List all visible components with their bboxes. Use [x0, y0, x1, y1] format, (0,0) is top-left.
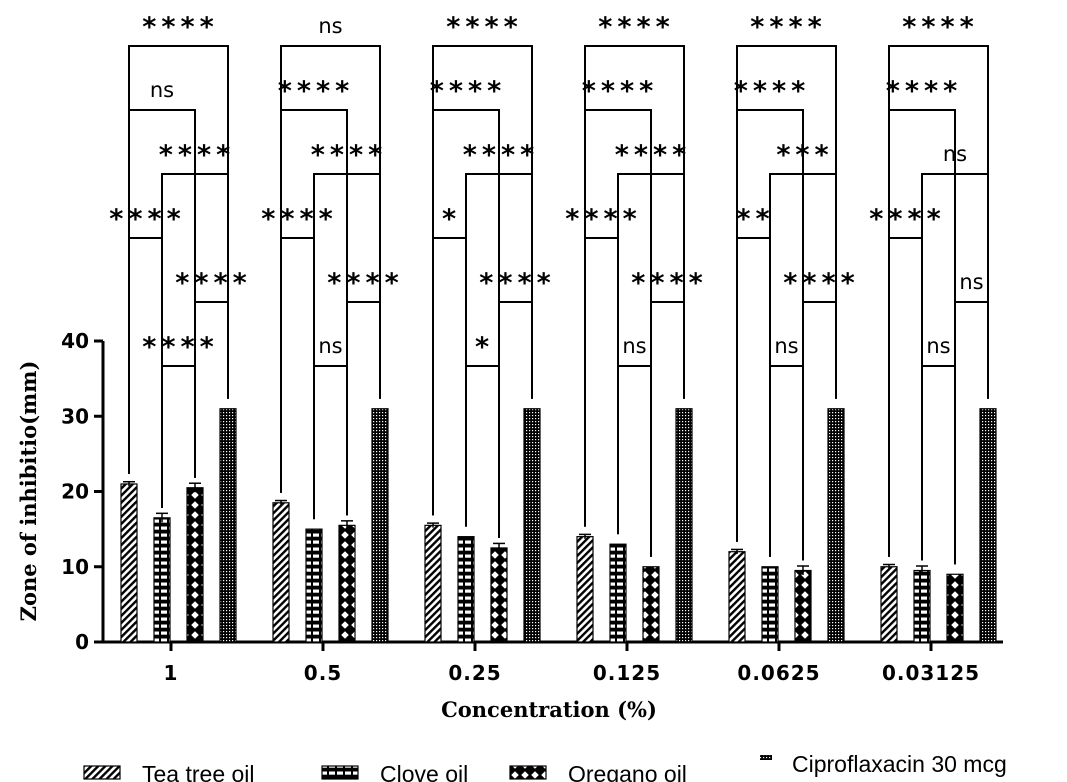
y-tick-label: 0: [75, 630, 89, 654]
legend-label: Ciproflaxacin 30 mcg: [792, 751, 1007, 777]
significance-label: ****: [446, 12, 522, 43]
legend-swatch: [321, 765, 359, 780]
significance-label: ****: [734, 76, 810, 107]
legend: Tea tree oil Clove oil Oregano oil Ciprofla…: [83, 751, 1007, 782]
significance-label: ****: [463, 140, 539, 171]
legend-swatch: [509, 765, 547, 780]
significance-label: ****: [750, 12, 826, 43]
bar: [219, 408, 237, 643]
x-axis-title: Concentration (%): [441, 697, 657, 722]
significance-label: ****: [902, 12, 978, 43]
bar: [880, 566, 898, 643]
x-tick-label: 0.0625: [737, 661, 820, 685]
significance-bracket: [769, 365, 804, 561]
significance-bracket: [128, 237, 163, 508]
bar: [153, 517, 171, 643]
bar: [609, 543, 627, 643]
significance-bracket: [432, 237, 467, 527]
bar: [675, 408, 693, 643]
bar: [272, 502, 290, 643]
significance-bracket: [313, 365, 348, 520]
legend-swatch: [83, 765, 121, 780]
significance-bracket: [617, 365, 652, 557]
significance-label: ***: [776, 140, 833, 171]
legend-label: Tea tree oil: [142, 761, 255, 782]
significance-label: ns: [318, 334, 342, 358]
significance-label: *: [475, 332, 494, 363]
significance-label: ns: [774, 334, 798, 358]
x-tick-label: 0.5: [304, 661, 342, 685]
bar: [457, 536, 475, 643]
legend-label: Oregano oil: [568, 761, 687, 782]
bar: [913, 569, 931, 643]
y-tick-label: 40: [61, 329, 89, 353]
bar: [371, 408, 389, 643]
bar: [794, 569, 812, 643]
significance-label: ****: [615, 140, 691, 171]
bar: [338, 524, 356, 643]
significance-label: ****: [430, 76, 506, 107]
significance-label: ns: [150, 78, 174, 102]
significance-brackets: **** ns **** **** **** ****ns **** **** **** ****…: [109, 12, 989, 565]
significance-label: ns: [622, 334, 646, 358]
bar: [642, 566, 660, 643]
x-tick-label: 0.25: [448, 661, 501, 685]
significance-label: ****: [109, 204, 185, 235]
significance-label: ****: [278, 76, 354, 107]
y-tick-label: 20: [61, 480, 89, 504]
significance-label: ****: [261, 204, 337, 235]
significance-label: ****: [311, 140, 387, 171]
legend-label: Clove oil: [380, 761, 468, 782]
significance-bracket: [280, 237, 315, 520]
significance-label: ns: [959, 270, 983, 294]
significance-bracket: [888, 237, 923, 561]
bar: [827, 408, 845, 643]
bar: [946, 573, 964, 643]
significance-label: ****: [869, 204, 945, 235]
significance-bracket: [921, 365, 956, 565]
significance-label: ****: [159, 140, 235, 171]
bar: [490, 547, 508, 643]
bar: [523, 408, 541, 643]
bar: [120, 483, 138, 643]
significance-label: ****: [142, 332, 218, 363]
significance-label: ns: [943, 142, 967, 166]
plot-area: 0 10 20 30 40 1 0.5 0.25 0.125 0.0625 0.03125: [61, 329, 1003, 685]
significance-bracket: [161, 365, 196, 508]
x-tick-label: 0.03125: [882, 661, 980, 685]
significance-label: ****: [631, 268, 707, 299]
bar: [979, 408, 997, 643]
significance-bracket: [736, 237, 771, 557]
bar: [186, 487, 204, 643]
bar: [576, 536, 594, 643]
significance-label: ****: [175, 268, 251, 299]
bar: [728, 551, 746, 643]
significance-bracket: [465, 365, 500, 538]
legend-swatch: [760, 755, 772, 760]
y-axis-title: Zone of inhibitio(mm): [16, 361, 41, 622]
significance-label: ****: [142, 12, 218, 43]
significance-label: ns: [926, 334, 950, 358]
significance-label: ****: [886, 76, 962, 107]
y-tick-label: 30: [61, 404, 89, 428]
significance-label: ****: [479, 268, 555, 299]
significance-label: ****: [565, 204, 641, 235]
x-tick-label: 0.125: [593, 661, 661, 685]
significance-bracket: [584, 237, 619, 535]
x-tick-label: 1: [164, 661, 179, 685]
bar: [424, 524, 442, 643]
bar: [305, 528, 323, 643]
significance-label: *: [442, 204, 461, 235]
significance-label: ****: [582, 76, 658, 107]
significance-label: ****: [327, 268, 403, 299]
bar: [761, 566, 779, 643]
y-tick-label: 10: [61, 555, 89, 579]
significance-label: **: [736, 204, 774, 235]
significance-label: ****: [598, 12, 674, 43]
significance-label: ****: [783, 268, 859, 299]
significance-label: ns: [318, 14, 342, 38]
